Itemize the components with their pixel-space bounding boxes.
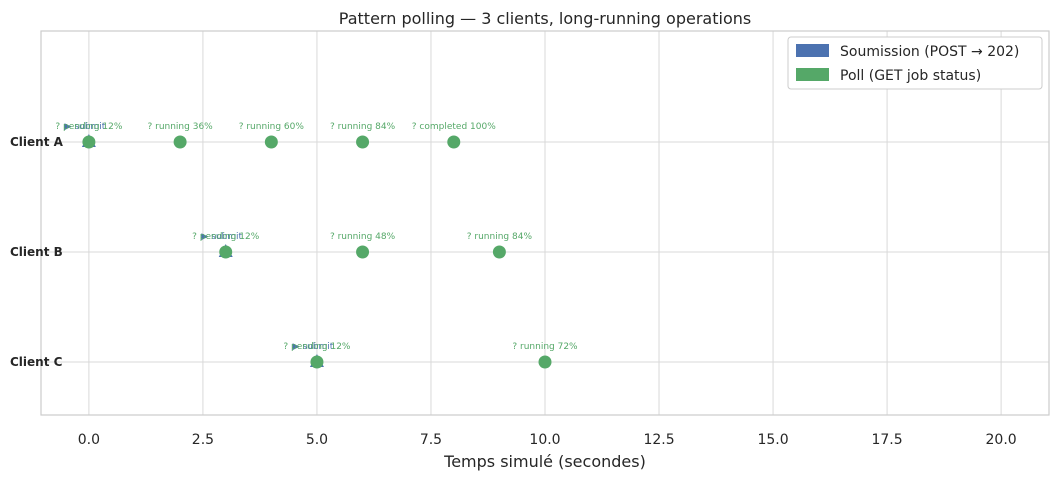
x-tick-label: 17.5	[871, 432, 902, 448]
x-ticks: 0.0 2.5 5.0 7.5 10.0 12.5 15.0 17.5 20.0	[78, 432, 1017, 448]
poll-point	[356, 135, 370, 149]
x-tick-label: 5.0	[306, 432, 328, 448]
legend-swatch-submit	[796, 44, 829, 57]
poll-point	[219, 245, 233, 259]
x-tick-label: 15.0	[757, 432, 788, 448]
y-tick-label: Client C	[10, 355, 63, 369]
poll-annotation: ? running 84%	[467, 232, 533, 242]
poll-annotation: ? pending 12%	[55, 122, 123, 132]
legend-label-poll: Poll (GET job status)	[840, 68, 981, 84]
poll-point	[82, 135, 96, 149]
submit-annotation: ▶ submit	[65, 122, 106, 132]
legend: Soumission (POST → 202) Poll (GET job st…	[787, 36, 1043, 90]
y-tick-label: Client B	[10, 245, 63, 259]
poll-point	[310, 355, 324, 369]
submit-annotation: ▶ submit	[293, 342, 334, 352]
chart-marks	[81, 134, 552, 369]
x-tick-label: 2.5	[192, 432, 214, 448]
x-tick-label: 10.0	[529, 432, 560, 448]
chart-annotations: ▶ submit▶ submit▶ submit? pending 12%? r…	[55, 122, 578, 352]
poll-annotation: ? running 72%	[512, 342, 578, 352]
poll-point	[538, 355, 552, 369]
x-tick-label: 12.5	[643, 432, 674, 448]
legend-label-submit: Soumission (POST → 202)	[840, 44, 1019, 60]
plot-frame	[40, 30, 1050, 416]
x-tick-label: 7.5	[420, 432, 442, 448]
poll-annotation: ? running 60%	[239, 122, 305, 132]
y-tick-label: Client A	[10, 135, 64, 149]
legend-box	[787, 36, 1043, 90]
poll-annotation: ? running 84%	[330, 122, 396, 132]
poll-point	[447, 135, 461, 149]
submit-annotation: ▶ submit	[201, 232, 242, 242]
poll-annotation: ? pending 12%	[192, 232, 260, 242]
poll-annotation: ? pending 12%	[283, 342, 351, 352]
poll-point	[264, 135, 278, 149]
poll-point	[492, 245, 506, 259]
poll-annotation: ? completed 100%	[412, 122, 496, 132]
poll-point	[356, 245, 370, 259]
x-tick-label: 20.0	[986, 432, 1017, 448]
poll-point	[173, 135, 187, 149]
grid	[41, 31, 1049, 415]
poll-annotation: ? running 36%	[147, 122, 213, 132]
poll-annotation: ? running 48%	[330, 232, 396, 242]
x-tick-label: 0.0	[78, 432, 100, 448]
x-axis-label: Temps simulé (secondes)	[443, 452, 646, 471]
y-ticks: Client A Client B Client C	[10, 135, 64, 369]
legend-swatch-poll	[796, 68, 829, 81]
chart-title: Pattern polling — 3 clients, long-runnin…	[339, 9, 751, 28]
